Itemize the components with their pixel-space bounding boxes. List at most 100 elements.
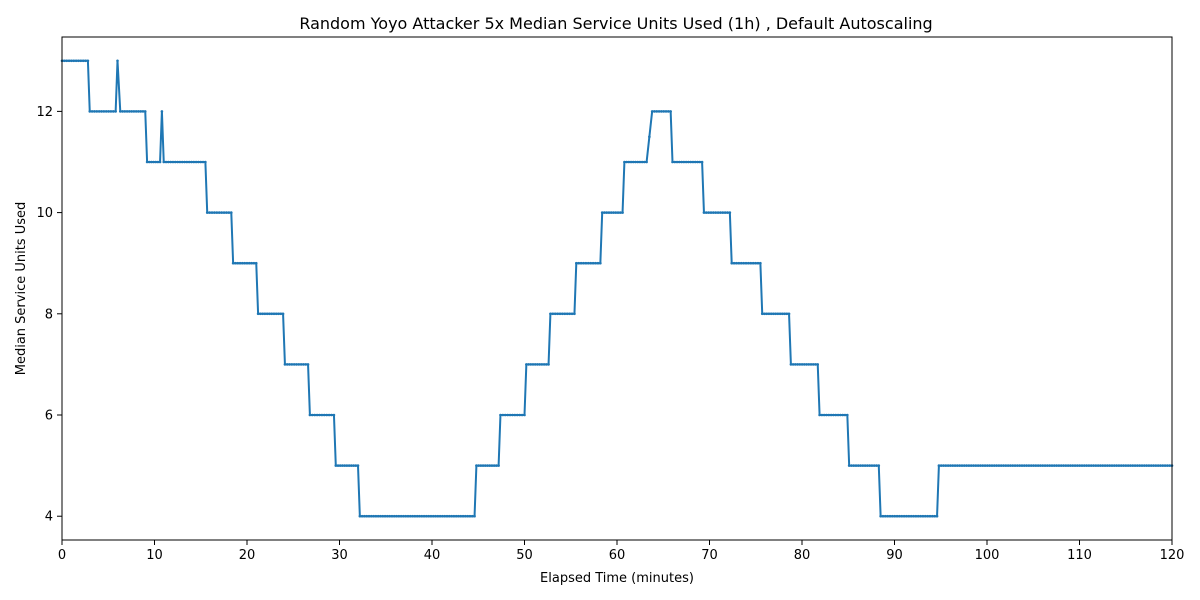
series-point (825, 413, 828, 417)
series-point (1089, 464, 1093, 467)
series-point (776, 312, 780, 316)
series-point (1059, 464, 1063, 467)
series-point (114, 110, 117, 113)
series-point (150, 160, 153, 164)
series-point (577, 261, 580, 265)
series-point (231, 261, 235, 265)
series-point (248, 261, 251, 265)
series-point (841, 413, 844, 417)
series-point (1124, 464, 1128, 467)
series-point (1032, 464, 1035, 467)
series-point (558, 312, 562, 316)
series-point (742, 261, 745, 265)
series-point (561, 312, 564, 316)
series-point (594, 261, 597, 265)
series-point (297, 363, 301, 366)
series-point (638, 160, 642, 164)
series-point (988, 464, 991, 467)
series-point (684, 160, 688, 164)
series-point (315, 413, 319, 417)
series-point (420, 514, 424, 518)
series-point (169, 160, 172, 164)
series-point (441, 514, 444, 518)
series-point (259, 312, 262, 316)
series-point (370, 514, 373, 518)
series-point (900, 514, 904, 518)
series-point (468, 514, 472, 518)
series-point (737, 261, 741, 265)
series-point (483, 464, 487, 467)
series-point (503, 413, 507, 417)
series-point (575, 261, 578, 265)
series-point (227, 211, 231, 214)
series-point (79, 59, 83, 63)
series-point (299, 363, 303, 366)
series-point (650, 110, 654, 113)
series-point (614, 211, 618, 214)
series-point (667, 110, 670, 113)
series-point (953, 464, 957, 467)
series-point (807, 363, 811, 366)
series-point (1085, 464, 1088, 467)
series-point (891, 514, 894, 518)
series-point (997, 464, 1001, 467)
series-point (213, 211, 216, 214)
y-tick-label: 10 (36, 206, 53, 221)
series-point (999, 464, 1003, 467)
series-point (445, 514, 449, 518)
series-point (990, 464, 994, 467)
series-point (325, 413, 329, 417)
series-point (194, 160, 198, 164)
series-point (1039, 464, 1042, 467)
series-point (902, 514, 906, 518)
series-point (687, 160, 690, 164)
series-point (866, 464, 869, 467)
series-point (217, 211, 221, 214)
series-point (946, 464, 950, 467)
series-point (949, 464, 952, 467)
series-point (625, 160, 628, 164)
series-point (481, 464, 485, 467)
series-point (783, 312, 786, 316)
series-point (283, 363, 287, 366)
series-point (90, 110, 94, 113)
series-point (86, 59, 90, 63)
series-point (680, 160, 683, 164)
series-point (1108, 464, 1111, 467)
x-tick-label: 50 (516, 548, 533, 563)
series-point (923, 514, 927, 518)
series-point (962, 464, 966, 467)
series-point (995, 464, 998, 467)
series-point (533, 363, 537, 366)
y-tick-label: 12 (36, 105, 53, 120)
series-point (418, 514, 421, 518)
x-tick-label: 60 (609, 548, 626, 563)
series-point (714, 211, 718, 214)
series-point (118, 110, 122, 113)
series-point (306, 363, 310, 366)
series-point (820, 413, 824, 417)
series-point (827, 413, 831, 417)
series-point (123, 110, 127, 113)
series-point (176, 160, 179, 164)
series-point (607, 211, 611, 214)
series-point (856, 464, 860, 467)
series-point (879, 514, 882, 518)
series-point (942, 464, 945, 467)
series-point (605, 211, 609, 214)
series-point (147, 160, 151, 164)
series-point (1117, 464, 1121, 467)
series-point (121, 110, 124, 113)
series-point (81, 59, 85, 63)
series-point (1025, 464, 1028, 467)
series-point (616, 211, 620, 214)
series-point (358, 514, 362, 518)
series-point (1050, 464, 1054, 467)
series-point (621, 211, 624, 214)
series-point (765, 312, 768, 316)
series-point (475, 464, 478, 467)
series-point (225, 211, 228, 214)
series-point (374, 514, 378, 518)
series-point (958, 464, 961, 467)
series-point (1013, 464, 1017, 467)
